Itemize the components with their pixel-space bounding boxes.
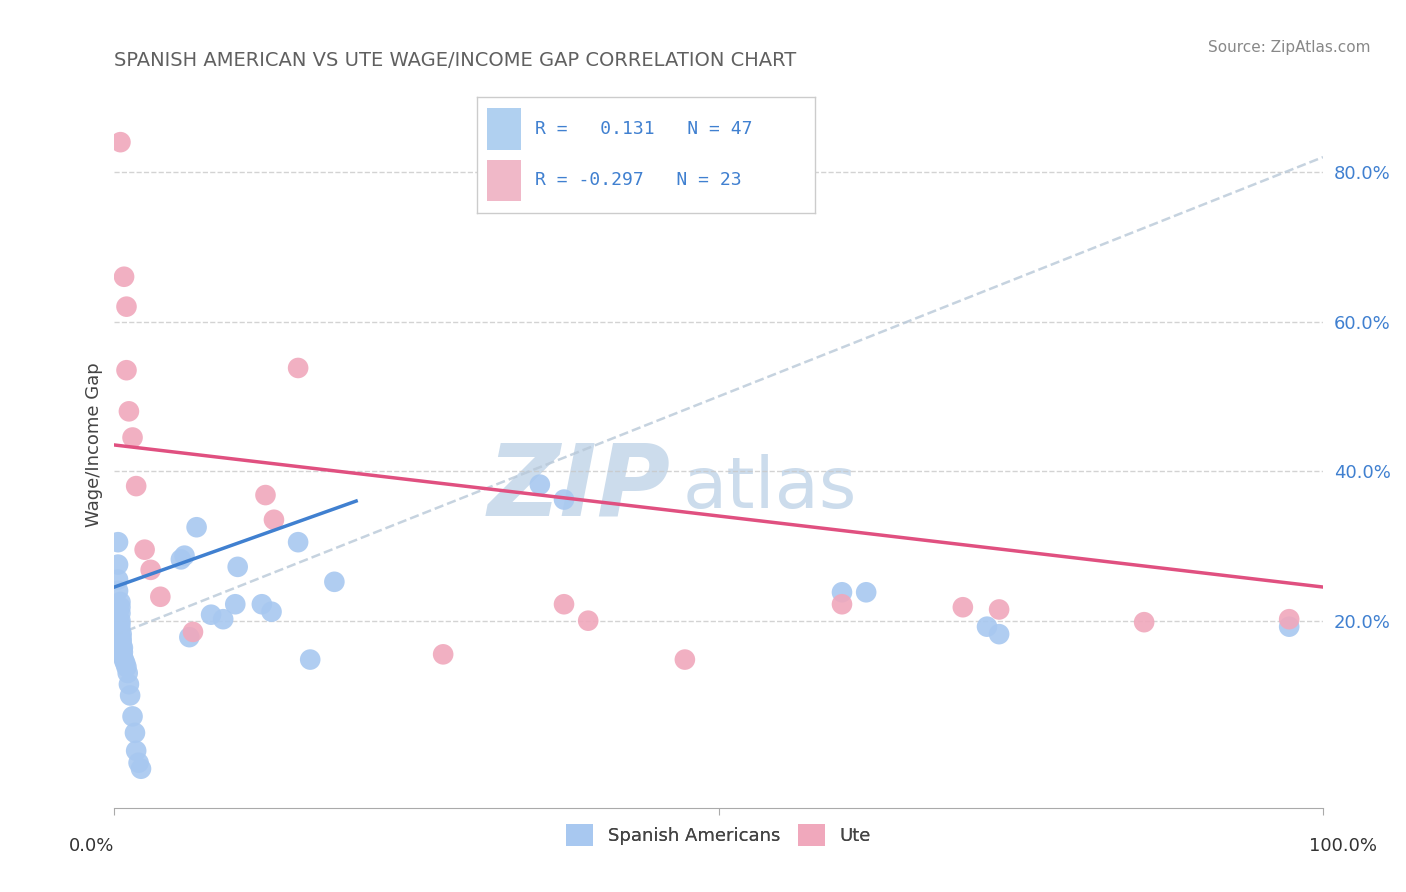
Point <box>124 726 146 740</box>
Point <box>115 300 138 314</box>
Point <box>120 689 142 703</box>
Point <box>432 648 454 662</box>
Point <box>673 652 696 666</box>
Point <box>170 552 193 566</box>
Text: Source: ZipAtlas.com: Source: ZipAtlas.com <box>1208 40 1371 55</box>
Point <box>121 430 143 444</box>
Point <box>287 361 309 376</box>
Point <box>107 558 129 572</box>
Point <box>134 542 156 557</box>
Point <box>107 583 129 598</box>
Point <box>952 600 974 615</box>
Legend: Spanish Americans, Ute: Spanish Americans, Ute <box>560 816 879 853</box>
Point <box>112 269 135 284</box>
Point <box>831 597 853 611</box>
Point <box>1278 612 1301 626</box>
Point <box>831 585 853 599</box>
Point <box>114 657 136 671</box>
Text: ZIP: ZIP <box>488 440 671 537</box>
Point <box>553 492 575 507</box>
Point <box>121 709 143 723</box>
Text: SPANISH AMERICAN VS UTE WAGE/INCOME GAP CORRELATION CHART: SPANISH AMERICAN VS UTE WAGE/INCOME GAP … <box>114 51 797 70</box>
Point <box>576 614 599 628</box>
Point <box>299 652 322 666</box>
Point <box>226 559 249 574</box>
Point <box>118 404 141 418</box>
Point <box>118 677 141 691</box>
Point <box>212 612 235 626</box>
Point <box>110 617 132 632</box>
Point <box>111 645 134 659</box>
Point <box>988 627 1011 641</box>
Point <box>107 535 129 549</box>
Point <box>260 605 283 619</box>
Point <box>254 488 277 502</box>
Point <box>110 600 132 615</box>
Point <box>110 614 132 628</box>
Y-axis label: Wage/Income Gap: Wage/Income Gap <box>86 363 103 527</box>
Point <box>149 590 172 604</box>
Point <box>976 620 998 634</box>
Point <box>110 595 132 609</box>
Point <box>125 479 148 493</box>
Point <box>128 756 150 770</box>
Point <box>111 627 134 641</box>
Point <box>181 624 204 639</box>
Point <box>250 597 273 611</box>
Point <box>115 660 138 674</box>
Point <box>110 623 132 637</box>
Point <box>107 573 129 587</box>
Point <box>529 477 551 491</box>
Point <box>111 649 134 664</box>
Point <box>179 630 201 644</box>
Point <box>129 762 152 776</box>
Point <box>111 640 134 655</box>
Point <box>111 636 134 650</box>
Point <box>200 607 222 622</box>
Point <box>323 574 346 589</box>
Text: 0.0%: 0.0% <box>69 837 114 855</box>
Point <box>117 666 139 681</box>
Point <box>139 563 162 577</box>
Point <box>1133 615 1156 630</box>
Point <box>112 653 135 667</box>
Text: atlas: atlas <box>682 454 856 523</box>
Point <box>224 597 246 611</box>
Point <box>173 549 195 563</box>
Point <box>115 363 138 377</box>
Point <box>855 585 877 599</box>
Point <box>111 632 134 647</box>
Point <box>988 602 1011 616</box>
Point <box>186 520 208 534</box>
Point <box>1278 620 1301 634</box>
Point <box>110 135 132 149</box>
Point <box>553 597 575 611</box>
Text: 100.0%: 100.0% <box>1309 837 1376 855</box>
Point <box>287 535 309 549</box>
Point <box>263 513 285 527</box>
Point <box>110 606 132 620</box>
Point <box>125 744 148 758</box>
